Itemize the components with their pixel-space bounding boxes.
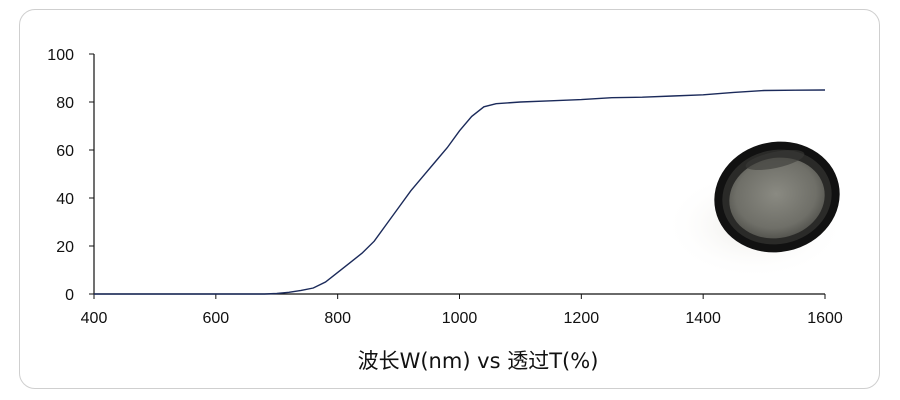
x-tick-label: 1200 [564,310,600,327]
x-tick-label: 600 [202,310,229,327]
x-tick-label: 1400 [685,310,721,327]
series-line [94,89,826,295]
filter-lens-photo [663,141,847,280]
y-tick-label: 80 [56,95,74,112]
x-tick-label: 1600 [807,310,843,327]
tick-layer: 400 600 800 1000 1200 1400 1600 0 20 40 60 80 100 [47,47,843,327]
y-tick-label: 100 [47,47,74,64]
y-tick-label: 20 [56,239,74,256]
y-tick-label: 40 [56,191,74,208]
x-tick-label: 400 [81,310,108,327]
x-tick-label: 1000 [442,310,478,327]
y-tick-label: 0 [65,287,74,304]
x-axis-label: 波长W(nm) vs 透过T(%) [358,349,599,373]
x-tick-label: 800 [324,310,351,327]
y-tick-label: 60 [56,143,74,160]
